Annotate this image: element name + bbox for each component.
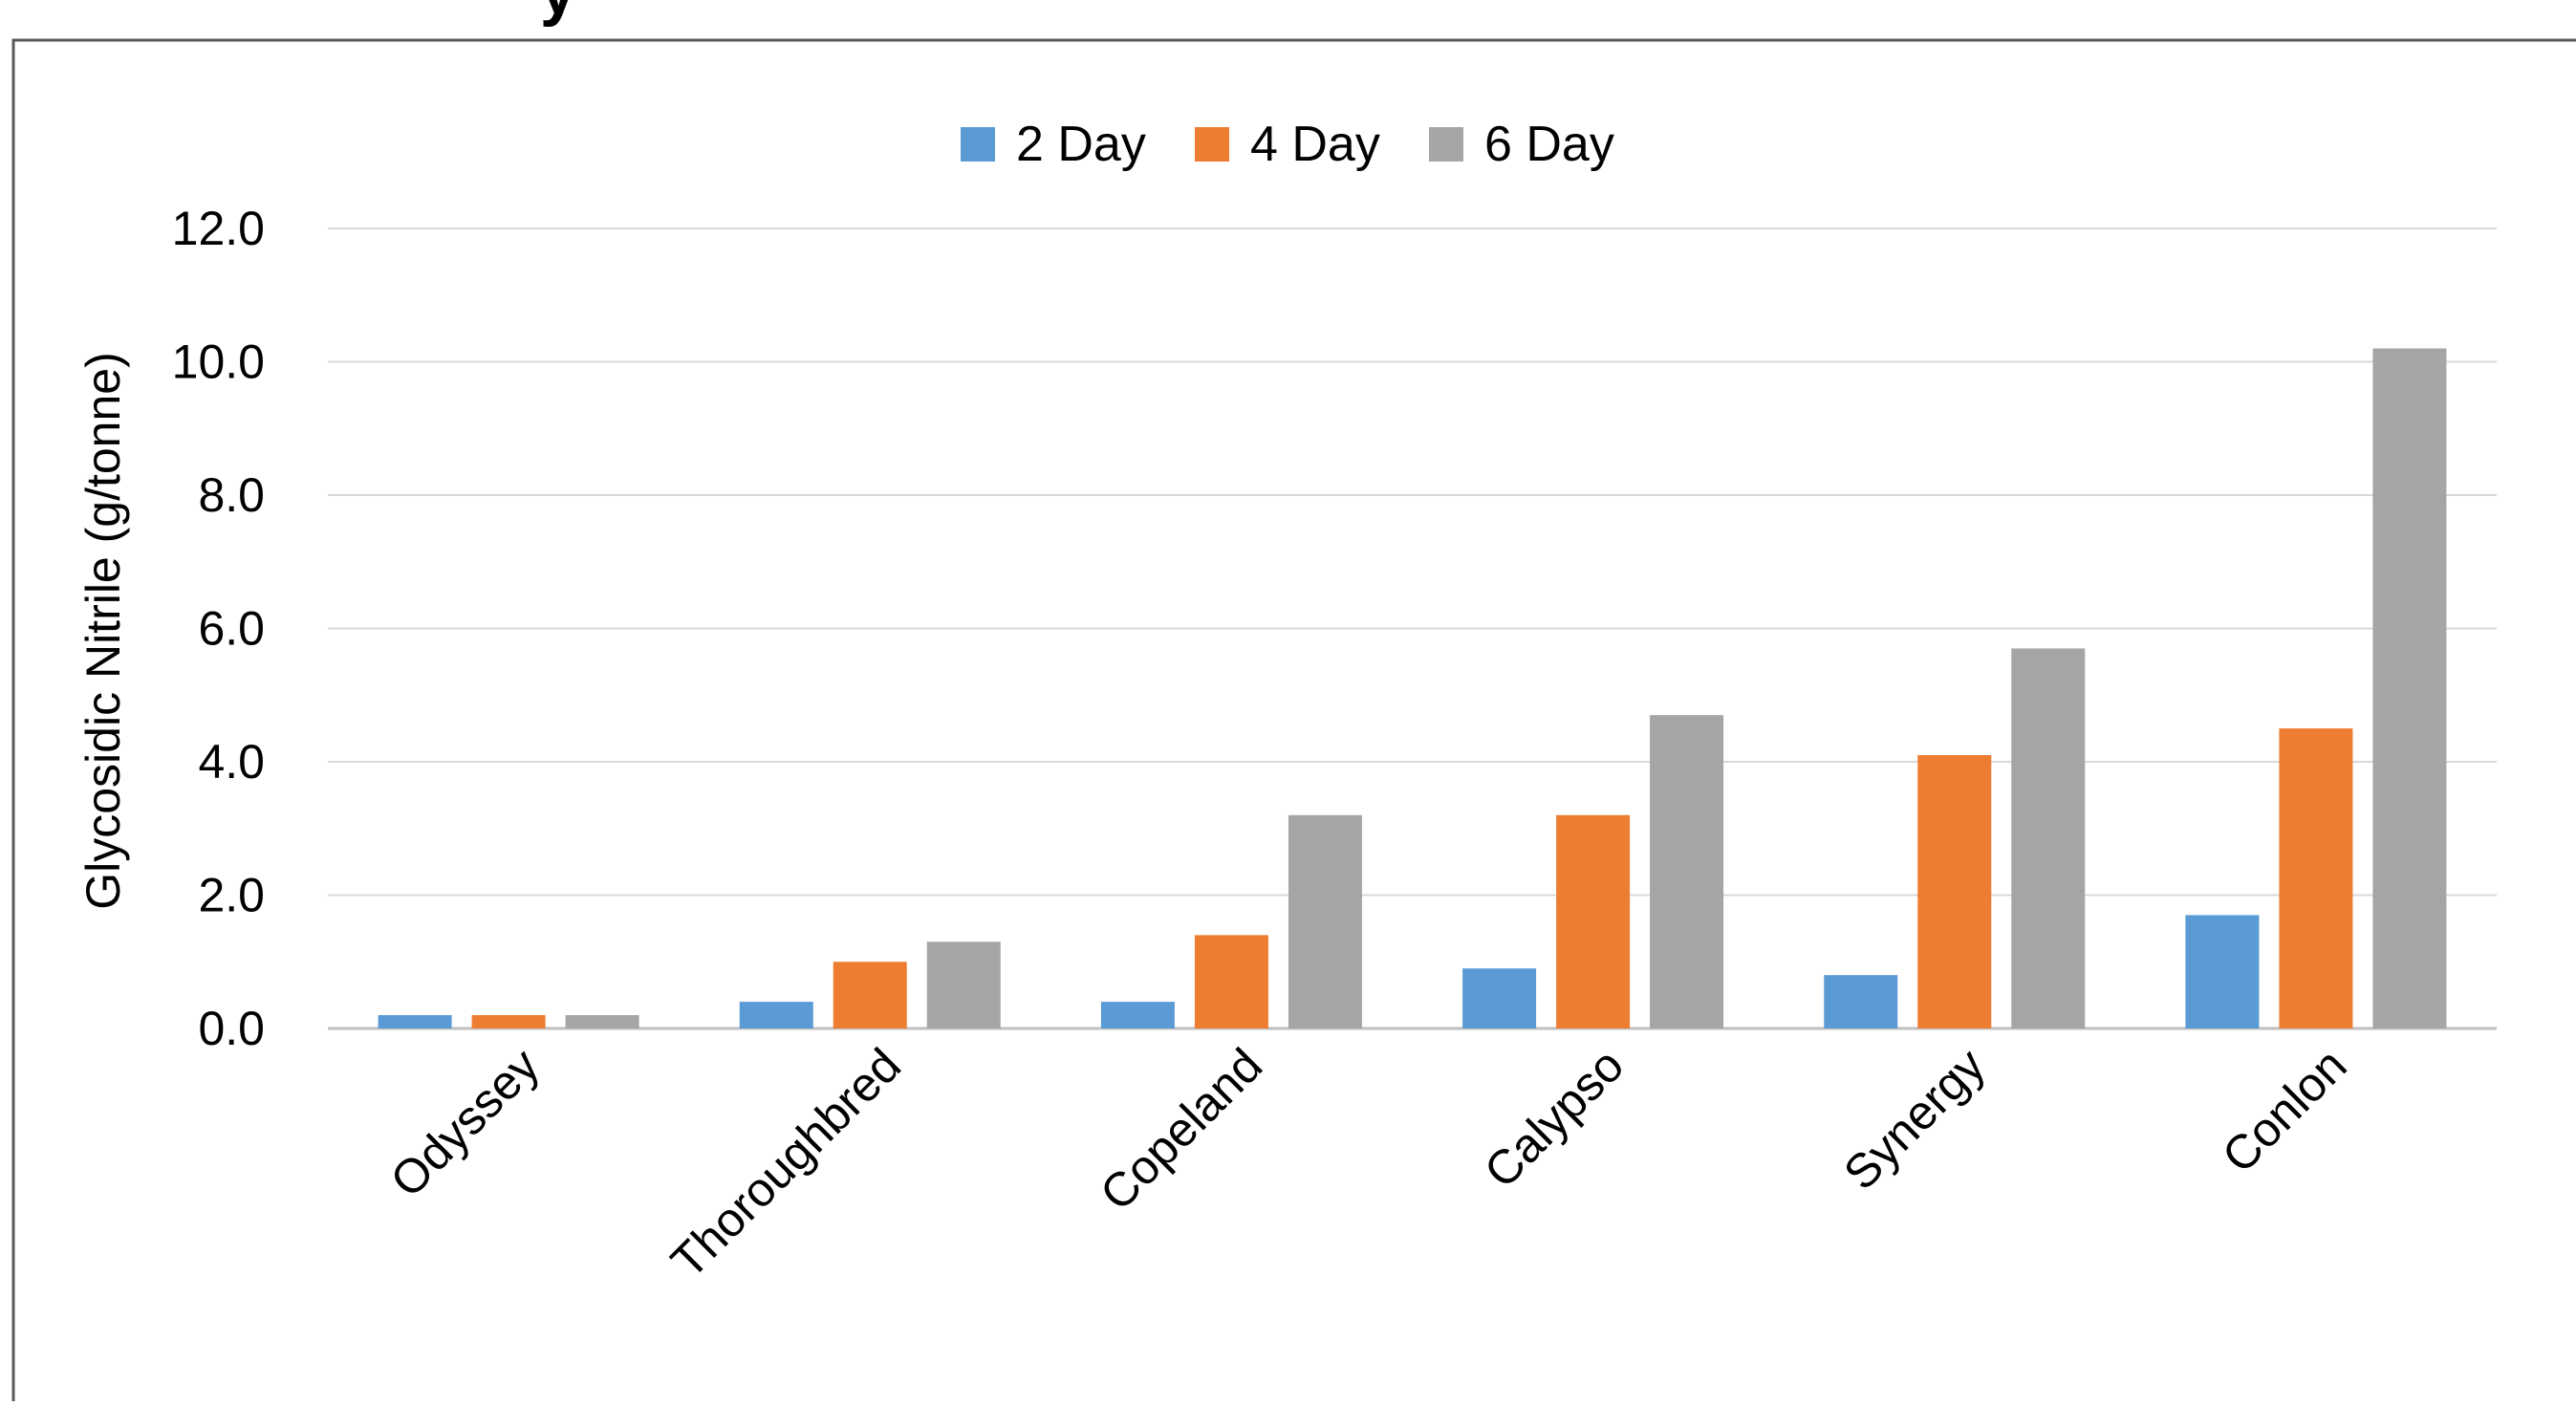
chart-title-fragment: y bbox=[540, 0, 576, 28]
y-tick-label: 8.0 bbox=[198, 468, 265, 522]
bar-2-day-synergy bbox=[1824, 975, 1897, 1028]
bars bbox=[379, 349, 2447, 1028]
x-tick-label: Copeland bbox=[1090, 1038, 1272, 1221]
bar-2-day-copeland bbox=[1101, 1002, 1175, 1028]
bar-6-day-thoroughbred bbox=[927, 941, 1001, 1028]
chart-border bbox=[13, 40, 2576, 1401]
legend-swatch bbox=[1195, 127, 1229, 162]
bar-6-day-copeland bbox=[1288, 815, 1362, 1028]
y-axis-label: Glycosidic Nitrile (g/tonne) bbox=[76, 352, 130, 910]
y-tick-label: 2.0 bbox=[198, 869, 265, 922]
x-tick-label: Thoroughbred bbox=[660, 1038, 911, 1288]
y-tick-label: 10.0 bbox=[172, 335, 265, 389]
x-axis-ticks: Odyssey Thoroughbred Copeland Calypso Synerg… bbox=[380, 1038, 2357, 1288]
bar-2-day-odyssey bbox=[379, 1015, 452, 1028]
y-axis-ticks: 0.0 2.0 4.0 6.0 8.0 10.0 12.0 bbox=[172, 202, 265, 1055]
bar-4-day-conlon bbox=[2279, 728, 2352, 1028]
x-tick-label: Odyssey bbox=[380, 1038, 550, 1207]
bar-2-day-calypso bbox=[1462, 968, 1536, 1028]
bar-6-day-calypso bbox=[1650, 715, 1723, 1028]
bar-4-day-calypso bbox=[1556, 815, 1630, 1028]
y-tick-label: 12.0 bbox=[172, 202, 265, 255]
x-tick-label: Synergy bbox=[1833, 1038, 1995, 1200]
bar-6-day-synergy bbox=[2011, 648, 2085, 1028]
legend-label: 6 Day bbox=[1484, 117, 1614, 172]
legend-swatch bbox=[1429, 127, 1463, 162]
x-tick-label: Calypso bbox=[1474, 1038, 1634, 1198]
legend-label: 2 Day bbox=[1016, 117, 1146, 172]
bar-6-day-odyssey bbox=[566, 1015, 639, 1028]
bar-4-day-synergy bbox=[1917, 755, 1991, 1028]
x-tick-label: Conlon bbox=[2212, 1038, 2357, 1183]
bar-6-day-conlon bbox=[2372, 349, 2446, 1028]
bar-2-day-thoroughbred bbox=[740, 1002, 813, 1028]
legend-label: 4 Day bbox=[1250, 117, 1380, 172]
bar-2-day-conlon bbox=[2185, 915, 2259, 1028]
legend-swatch bbox=[961, 127, 995, 162]
legend: 2 Day 4 Day 6 Day bbox=[961, 117, 1614, 172]
gridlines bbox=[328, 228, 2497, 1028]
bar-4-day-copeland bbox=[1195, 935, 1268, 1028]
bar-4-day-odyssey bbox=[472, 1015, 546, 1028]
y-tick-label: 4.0 bbox=[198, 735, 265, 789]
y-tick-label: 0.0 bbox=[198, 1002, 265, 1055]
y-tick-label: 6.0 bbox=[198, 602, 265, 656]
bar-4-day-thoroughbred bbox=[833, 962, 907, 1028]
